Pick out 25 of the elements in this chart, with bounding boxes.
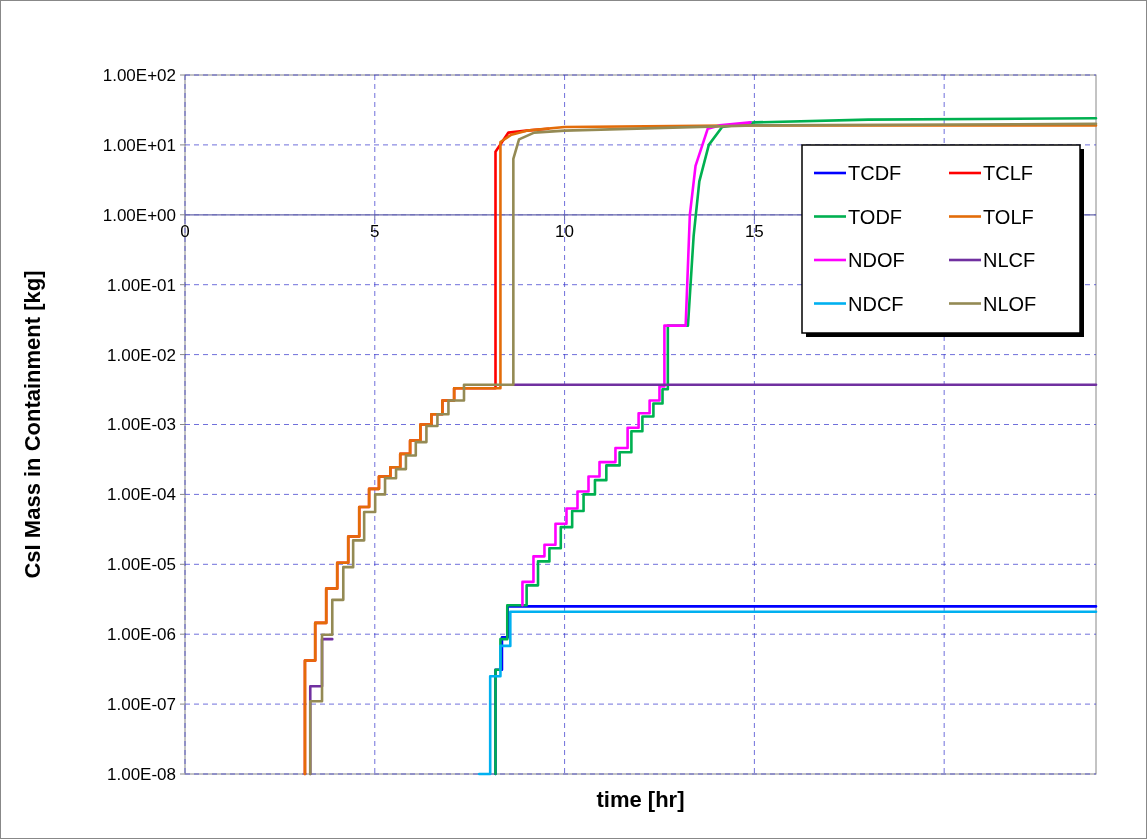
x-tick-label: 10 [555,221,575,241]
legend-label: NDOF [848,249,905,271]
legend-label: NLCF [983,249,1036,271]
x-tick-label: 0 [180,221,190,241]
legend-label: TOLF [983,205,1034,228]
y-tick-label: 1.00E-02 [107,345,176,365]
y-tick-label: 1.00E+02 [102,65,176,85]
legend-label: TCLF [983,162,1033,184]
x-tick-label: 5 [370,221,380,241]
legend-label: NLOF [983,292,1037,315]
legend-label: TCDF [848,162,902,184]
y-tick-label: 1.00E-07 [107,695,176,715]
y-tick-label: 1.00E-01 [107,275,176,295]
y-tick-label: 1.00E-06 [107,625,176,645]
y-tick-label: 1.00E-05 [107,555,176,575]
y-tick-label: 1.00E-03 [107,415,176,435]
legend-label: NDCF [848,292,904,315]
y-tick-label: 1.00E-04 [107,485,176,505]
x-axis-title: time [hr] [596,787,685,812]
y-axis-title: CsI Mass in Containment [kg] [20,270,45,579]
x-tick-label: 15 [744,221,764,241]
legend-label: TODF [848,205,903,228]
y-tick-label: 1.00E+00 [102,205,176,225]
y-tick-label: 1.00E-08 [107,764,176,784]
y-tick-label: 1.00E+01 [102,135,176,155]
